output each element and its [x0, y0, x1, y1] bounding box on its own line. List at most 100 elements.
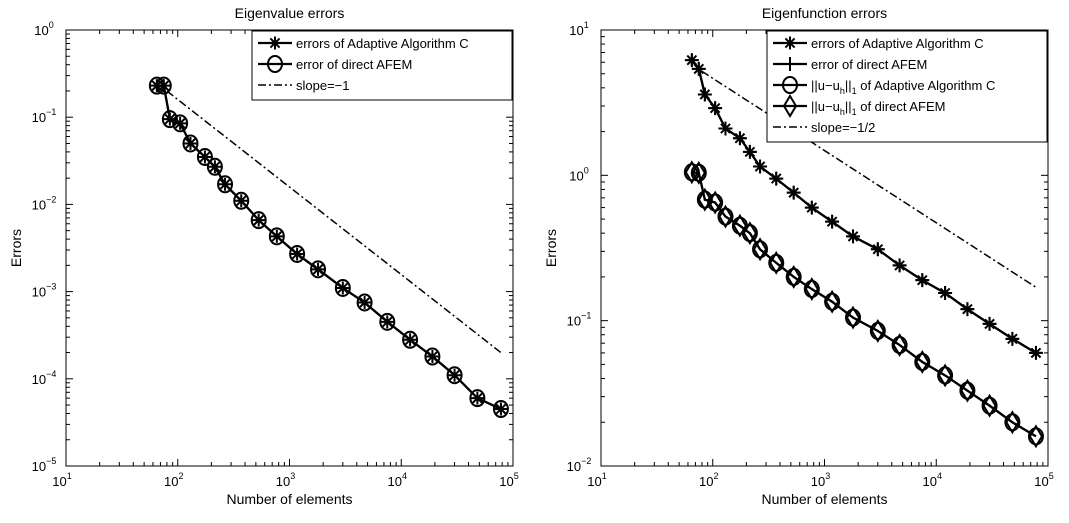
- legend-label-subscript: 1: [852, 86, 857, 96]
- legend-label: error of direct AFEM: [811, 57, 927, 72]
- series-2: [148, 76, 509, 419]
- legend-label-subscript: h: [840, 107, 845, 117]
- y-tick-label: 10−5: [32, 456, 57, 474]
- legend-marker: [783, 57, 797, 71]
- data-point: [769, 250, 784, 275]
- data-point: [982, 316, 997, 331]
- data-point: [161, 110, 178, 129]
- legend: errors of Adaptive Algorithm C error of d…: [251, 30, 513, 101]
- data-point: [870, 242, 885, 257]
- legend-entry: error of direct AFEM: [773, 57, 927, 72]
- data-point: [870, 318, 885, 343]
- y-tick-label-exp: 0: [49, 20, 54, 30]
- x-tick-label: 101: [52, 471, 71, 489]
- data-point: [446, 366, 463, 385]
- y-tick-label-exp: −3: [46, 282, 56, 292]
- x-tick-label-base: 10: [499, 474, 513, 489]
- legend-marker: [267, 55, 283, 73]
- legend-entry: errors of Adaptive Algorithm C: [773, 36, 984, 51]
- y-tick-label-exp: 1: [584, 20, 589, 30]
- x-tick-label-base: 10: [388, 474, 402, 489]
- legend-label: slope=−1/2: [811, 120, 875, 135]
- data-point: [892, 333, 907, 357]
- series-line: [166, 90, 502, 354]
- y-tick-label-base: 10: [32, 372, 46, 387]
- data-point: [697, 187, 713, 212]
- data-point: [753, 159, 768, 174]
- x-tick-label-exp: 2: [178, 471, 183, 481]
- legend-entry: slope=−1/2: [773, 120, 875, 135]
- y-tick-label-base: 10: [567, 314, 581, 329]
- series-2: [684, 53, 1043, 360]
- data-point: [732, 213, 748, 238]
- x-tick-label: 102: [164, 471, 183, 489]
- data-point: [707, 190, 723, 215]
- legend-label: ||u−uh||1 of Adaptive Algorithm C: [811, 78, 995, 96]
- y-tick-label-base: 10: [34, 23, 48, 38]
- legend-marker: [782, 76, 798, 94]
- y-tick-label: 100: [569, 165, 588, 183]
- data-point: [250, 211, 267, 230]
- data-point: [960, 378, 975, 403]
- x-axis-label: Number of elements: [761, 491, 887, 507]
- data-point: [310, 260, 327, 279]
- x-tick-label: 104: [923, 471, 942, 489]
- x-tick-label: 103: [276, 471, 295, 489]
- data-point: [492, 400, 509, 419]
- x-tick-label-base: 10: [811, 474, 825, 489]
- data-point: [1005, 410, 1020, 435]
- data-point: [982, 393, 997, 418]
- y-tick-label-base: 10: [32, 110, 46, 125]
- x-tick-label: 105: [499, 471, 518, 489]
- data-point: [379, 312, 396, 331]
- x-tick-label-base: 10: [587, 474, 601, 489]
- y-tick-label: 10−1: [567, 311, 592, 329]
- y-tick-label-exp: −2: [581, 456, 591, 466]
- data-point: [786, 185, 801, 200]
- data-point: [845, 305, 861, 330]
- y-tick-label-exp: −2: [46, 194, 56, 204]
- data-point: [892, 258, 907, 273]
- legend-label: error of direct AFEM: [296, 57, 412, 72]
- legend-marker: [783, 36, 797, 50]
- x-tick-label-base: 10: [1034, 474, 1048, 489]
- data-point: [1028, 424, 1044, 449]
- data-point: [742, 221, 758, 246]
- legend-label: slope=−1: [296, 78, 350, 93]
- y-tick-label-base: 10: [569, 23, 583, 38]
- x-tick-label-base: 10: [164, 474, 178, 489]
- x-tick-label-base: 10: [276, 474, 290, 489]
- y-tick-label-base: 10: [32, 459, 46, 474]
- data-point: [846, 229, 861, 244]
- chart-panel-1: 101 102 103 104 10510−510−410−310−210−1100Ei…: [8, 5, 519, 507]
- data-point: [172, 114, 189, 133]
- legend-marker: [782, 94, 798, 118]
- chart-title: Eigenvalue errors: [235, 5, 345, 21]
- series-5: [701, 70, 1037, 288]
- legend-label-part: ||: [845, 99, 852, 114]
- legend-label-part: of Adaptive Algorithm C: [857, 78, 996, 93]
- data-point: [752, 237, 768, 262]
- data-point: [469, 389, 486, 408]
- legend-label-part: ||u−u: [811, 99, 840, 114]
- x-tick-label: 101: [587, 471, 606, 489]
- x-tick-label-exp: 5: [514, 471, 519, 481]
- data-point: [206, 157, 223, 176]
- y-tick-label: 100: [34, 20, 53, 38]
- data-point: [356, 293, 373, 312]
- data-point: [1005, 331, 1020, 346]
- y-tick-label-exp: −4: [46, 369, 56, 379]
- x-tick-label-exp: 1: [602, 471, 607, 481]
- x-tick-label-exp: 2: [713, 471, 718, 481]
- legend-entry: slope=−1: [258, 78, 350, 93]
- x-tick-label: 103: [811, 471, 830, 489]
- legend-entry: ||u−uh||1 of Adaptive Algorithm C: [773, 76, 995, 96]
- y-tick-label: 101: [569, 20, 588, 38]
- data-point: [691, 160, 706, 185]
- y-axis-label: Errors: [543, 229, 559, 267]
- x-tick-label: 102: [699, 471, 718, 489]
- legend-label-part: ||: [845, 78, 852, 93]
- data-point: [182, 134, 199, 153]
- y-tick-label: 10−1: [32, 107, 57, 125]
- data-point: [708, 101, 723, 116]
